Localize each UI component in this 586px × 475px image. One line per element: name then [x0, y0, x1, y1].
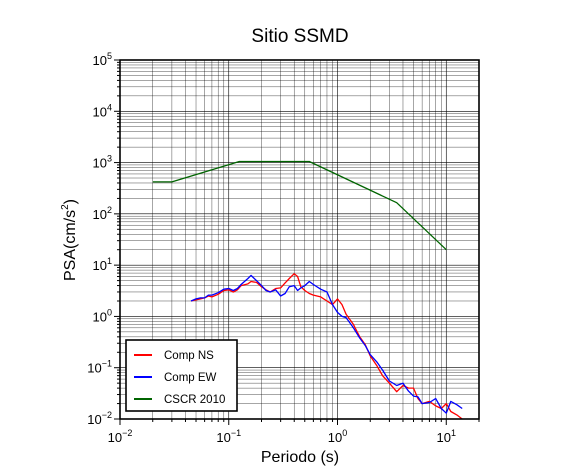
x-axis-label: Periodo (s) — [261, 449, 339, 466]
y-tick-label: 10−1 — [87, 359, 112, 376]
y-axis-label: PSA(cm/s2) — [60, 199, 79, 281]
series-layer — [152, 160, 463, 420]
series-line-comp-ew — [190, 274, 463, 414]
y-tick-label: 100 — [93, 307, 112, 324]
chart-title: Sitio SSMD — [251, 26, 348, 47]
x-tick-label: 10−2 — [108, 428, 133, 445]
y-tick-label: 103 — [93, 154, 112, 171]
y-tick-label: 10−2 — [87, 410, 112, 427]
legend-label-comp-ns: Comp NS — [164, 350, 214, 362]
x-tick-label: 101 — [437, 428, 456, 445]
y-axis-label-sup: 2 — [60, 204, 71, 210]
grid — [119, 59, 480, 420]
legend: Comp NS Comp EW CSCR 2010 — [125, 339, 238, 412]
y-tick-label: 105 — [93, 51, 112, 68]
plot-frame — [119, 59, 480, 420]
x-tick-labels: 10−2 10−1 100 101 — [108, 428, 456, 445]
y-tick-label: 102 — [93, 205, 112, 222]
y-axis-label-tail: ) — [62, 199, 79, 204]
y-axis-label-main: PSA(cm/s — [62, 210, 79, 281]
series-line-comp-ns — [190, 273, 463, 420]
legend-label-cscr-2010: CSCR 2010 — [164, 394, 225, 406]
legend-label-comp-ew: Comp EW — [164, 372, 217, 384]
series-line-cscr-2010 — [152, 160, 447, 251]
x-tick-label: 100 — [328, 428, 347, 445]
y-tick-labels: 10−2 10−1 100 101 102 103 104 105 — [87, 51, 112, 427]
y-tick-label: 104 — [93, 102, 112, 119]
x-tick-label: 10−1 — [216, 428, 241, 445]
y-tick-label: 101 — [93, 256, 112, 273]
